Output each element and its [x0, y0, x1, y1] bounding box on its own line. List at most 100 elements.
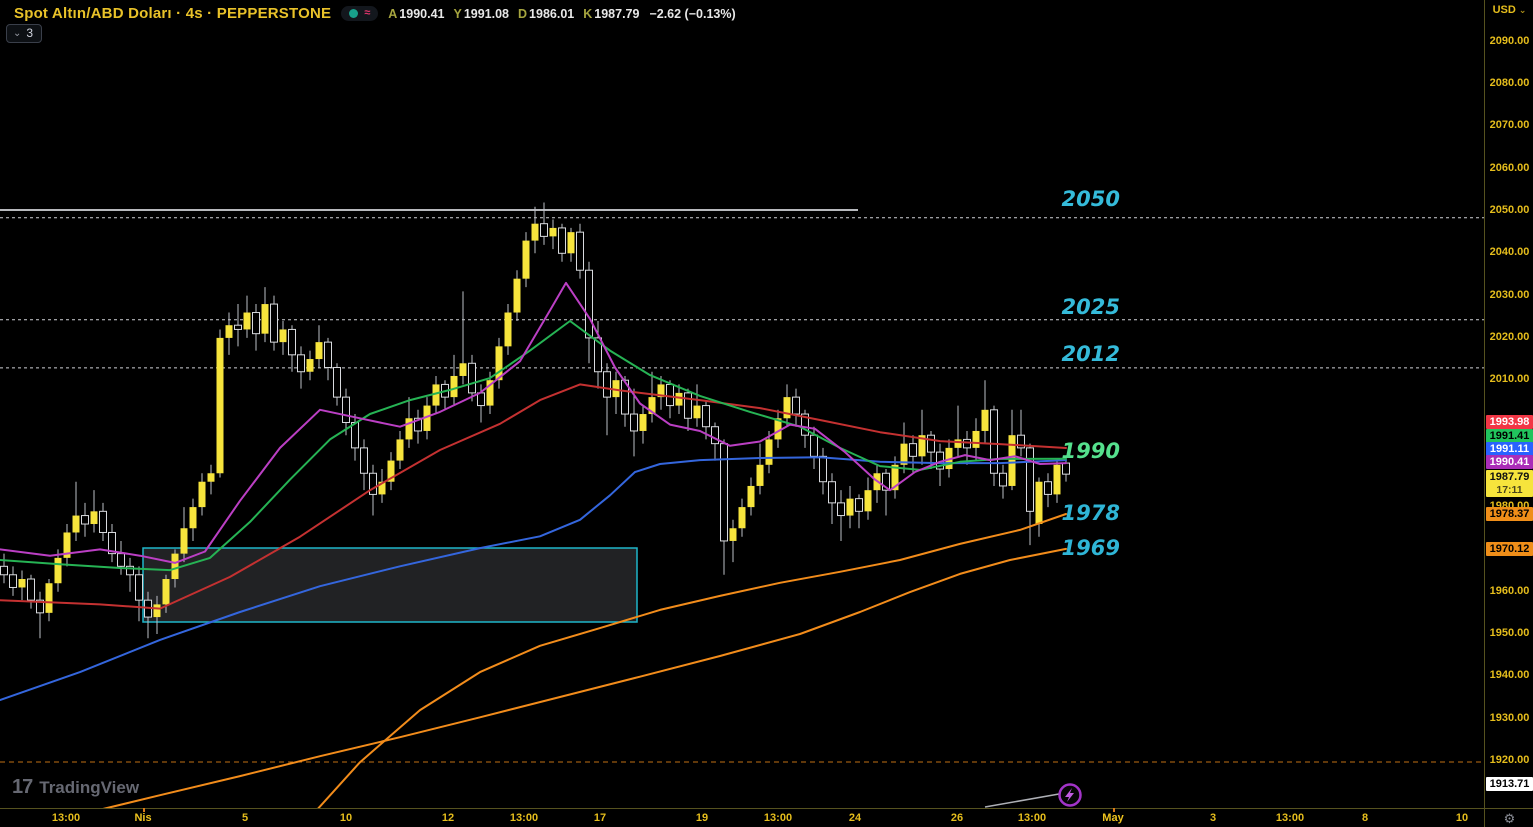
candle-down — [468, 362, 476, 394]
bar-countdown: 17:11 — [1496, 483, 1523, 496]
candle-up — [891, 464, 899, 491]
candle-down — [297, 354, 305, 373]
price-tick: 2050.00 — [1489, 204, 1530, 216]
candle-up — [747, 485, 755, 508]
level-label-2012: 2012 — [1061, 342, 1120, 366]
price-tag: 1987.79 17:11 — [1486, 469, 1533, 497]
price-tick: 1960.00 — [1489, 584, 1530, 597]
price-tick: 2040.00 — [1489, 246, 1530, 259]
price-tag: 1991.11 — [1486, 442, 1533, 456]
candle-up — [846, 498, 854, 516]
candle-up — [639, 414, 647, 431]
candle-down — [324, 341, 332, 369]
price-tick: 2080.00 — [1489, 77, 1530, 90]
candle-down — [630, 413, 638, 432]
price-tag-value: 1970.12 — [1489, 543, 1530, 555]
candle-down — [135, 574, 143, 601]
candle-down — [1026, 447, 1034, 512]
symbol-title[interactable]: Spot Altın/ABD Doları · 4s · PEPPERSTONE — [14, 5, 332, 22]
ma-green[interactable] — [0, 320, 1067, 572]
ma-purple[interactable] — [0, 281, 1067, 564]
candle-up — [783, 397, 791, 419]
time-tick: 13:00 — [51, 812, 81, 824]
chevron-down-icon: ⌄ — [1518, 5, 1527, 15]
candle-down — [882, 472, 890, 491]
level-label-2050: 2050 — [1061, 187, 1120, 211]
candle-down — [252, 312, 260, 335]
time-tick-month: Nis — [134, 812, 152, 824]
price-tick: 2030.00 — [1489, 288, 1530, 301]
ma-orange-fast[interactable] — [300, 513, 1067, 827]
time-axis[interactable]: 13:00 Nis 5 10 12 13:00 17 19 13:00 24 26 13:00 May 3… — [0, 808, 1484, 827]
candle-down — [9, 574, 17, 588]
candle-up — [486, 380, 494, 406]
candle-down — [576, 231, 584, 271]
ohlc-item: A 1990.41 — [388, 7, 444, 21]
time-tick: 17 — [593, 812, 607, 824]
candle-up — [396, 439, 404, 461]
candle-up — [153, 604, 161, 618]
indicator-count: 3 — [26, 26, 34, 40]
time-tick: 13:00 — [509, 812, 539, 824]
price-tick: 2060.00 — [1489, 161, 1530, 174]
price-tag: 1913.71 — [1486, 777, 1533, 791]
ma-red[interactable] — [0, 383, 1067, 610]
settings-gear-icon[interactable]: ⚙ — [1503, 811, 1516, 826]
candle-up — [1053, 464, 1061, 495]
price-tick: 2020.00 — [1489, 330, 1530, 343]
time-tick: 26 — [950, 812, 964, 824]
ma-blue[interactable] — [0, 456, 1067, 701]
price-tick: 1930.00 — [1489, 711, 1530, 724]
candle-up — [306, 359, 314, 372]
candle-up — [729, 528, 737, 541]
candle-up — [1035, 481, 1043, 525]
ohlc-item: Y 1991.08 — [453, 7, 509, 21]
candle-up — [189, 507, 197, 529]
candle-up — [648, 397, 656, 415]
lightning-bolt-icon — [1065, 788, 1074, 802]
candle-up — [549, 227, 557, 237]
candle-down — [369, 472, 377, 495]
candle-up — [261, 304, 269, 334]
price-tag: 1991.41 — [1486, 429, 1533, 443]
candle-down — [855, 498, 863, 512]
trend-line[interactable] — [984, 793, 1060, 808]
candle-up — [207, 473, 215, 482]
candle-down — [963, 438, 971, 449]
candle-up — [45, 583, 53, 613]
ma-orange-slow[interactable] — [89, 547, 1067, 814]
ohlc-item: K 1987.79 — [583, 7, 639, 21]
tradingview-logo: 17 TradingView — [12, 776, 139, 799]
market-status-pill[interactable]: ≈ — [341, 6, 379, 21]
price-tick: 2010.00 — [1489, 373, 1530, 386]
ohlc-value: 1987.79 — [594, 6, 640, 21]
ohlc-key: A — [388, 6, 398, 21]
market-open-dot — [349, 9, 359, 18]
indicators-toggle[interactable]: ⌄ 3 — [6, 24, 43, 43]
candle-down — [792, 396, 800, 415]
currency-selector[interactable]: USD ⌄ — [1492, 4, 1527, 16]
candle-down — [108, 531, 116, 555]
candle-down — [666, 383, 674, 407]
candle-down — [36, 599, 44, 614]
time-tick: 10 — [339, 812, 353, 824]
price-axis[interactable]: USD ⌄ 2090.00 2080.00 2070.00 2060.00 2050.0… — [1484, 0, 1533, 808]
candle-down — [1062, 462, 1070, 475]
candle-down — [702, 405, 710, 428]
candle-up — [693, 405, 701, 419]
candle-down — [477, 392, 485, 407]
ohlc-value: 1986.01 — [529, 6, 575, 21]
axis-settings-corner[interactable]: ⚙ — [1484, 808, 1533, 827]
candle-down — [1044, 481, 1052, 495]
candle-up — [513, 278, 521, 313]
time-tick: 8 — [1361, 812, 1369, 824]
ohlc-key: D — [518, 6, 528, 21]
candle-down — [234, 324, 242, 330]
demand-zone-box[interactable] — [142, 547, 638, 623]
price-tag-value: 1993.98 — [1489, 416, 1530, 428]
price-tag-value: 1990.41 — [1489, 456, 1530, 468]
candle-down — [999, 472, 1007, 487]
ohlc-key: K — [583, 6, 593, 21]
